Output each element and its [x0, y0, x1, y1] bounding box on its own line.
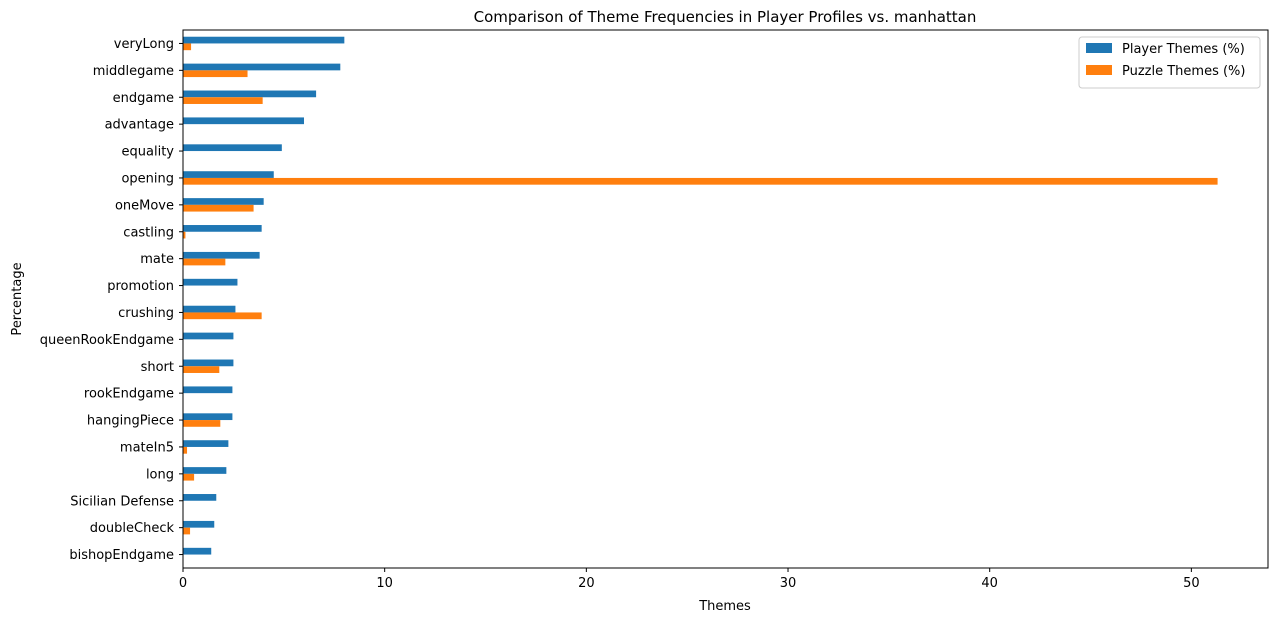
plot-frame	[182, 29, 1269, 569]
y-tick-label: short	[141, 360, 174, 375]
legend-frame	[1078, 36, 1261, 89]
x-tick-label: 10	[376, 576, 393, 591]
y-tick-label: bishopEndgame	[69, 548, 174, 563]
puzzle-bar-12	[183, 366, 220, 373]
legend-label-puzzle: Puzzle Themes (%)	[1122, 64, 1245, 79]
legend-label-player: Player Themes (%)	[1122, 42, 1245, 57]
x-axis-label: Themes	[698, 599, 751, 614]
puzzle-bar-2	[183, 97, 263, 104]
puzzle-bar-1	[183, 70, 248, 78]
puzzle-bar-16	[183, 473, 195, 481]
player-bar-15	[183, 440, 229, 447]
player-bar-10	[183, 305, 236, 313]
player-bar-13	[183, 386, 233, 394]
player-bar-2	[183, 90, 317, 98]
chart-title: Comparison of Theme Frequencies in Playe…	[474, 8, 977, 26]
x-tick-label: 40	[981, 576, 998, 591]
y-tick-label: long	[146, 467, 174, 482]
player-bar-16	[183, 467, 227, 474]
puzzle-bar-18	[183, 527, 191, 535]
player-bar-5	[183, 171, 274, 178]
player-bar-0	[183, 36, 345, 44]
puzzle-bar-0	[183, 43, 192, 51]
y-tick-label: queenRookEndgame	[40, 333, 174, 348]
player-bar-7	[183, 225, 262, 232]
puzzle-bar-5	[183, 177, 1218, 185]
y-tick-label: Sicilian Defense	[70, 494, 174, 509]
y-tick-label: equality	[122, 145, 175, 160]
x-tick-labels: 0 10 20 30 40 50	[179, 568, 1200, 591]
y-tick-label: mateIn5	[120, 440, 174, 455]
player-bar-11	[183, 332, 234, 340]
y-tick-labels: veryLong middlegame endgame advantage equali…	[40, 37, 183, 563]
bars-group	[183, 36, 1218, 555]
puzzle-bar-8	[183, 258, 226, 266]
y-tick-label: veryLong	[114, 37, 174, 52]
player-bar-9	[183, 278, 238, 286]
x-tick-label: 0	[179, 576, 187, 591]
player-bar-14	[183, 413, 233, 421]
puzzle-bar-7	[183, 231, 186, 239]
puzzle-bar-6	[183, 204, 254, 212]
y-tick-label: promotion	[107, 279, 174, 294]
y-tick-label: mate	[140, 252, 174, 267]
y-tick-label: endgame	[113, 91, 174, 106]
legend-swatch-player	[1086, 43, 1112, 53]
y-axis-label: Percentage	[10, 262, 25, 335]
y-tick-label: advantage	[105, 118, 174, 133]
y-tick-label: opening	[121, 171, 174, 186]
y-tick-label: middlegame	[93, 64, 174, 79]
player-bar-1	[183, 63, 341, 71]
y-tick-label: castling	[123, 225, 174, 240]
legend: Player Themes (%) Puzzle Themes (%)	[1078, 36, 1261, 89]
player-bar-4	[183, 144, 282, 152]
puzzle-bar-14	[183, 420, 221, 427]
puzzle-bar-10	[183, 312, 262, 320]
player-bar-8	[183, 251, 260, 259]
y-tick-label: crushing	[118, 306, 174, 321]
x-tick-label: 30	[780, 576, 797, 591]
y-tick-label: oneMove	[115, 198, 174, 213]
y-tick-label: hangingPiece	[87, 414, 174, 429]
player-bar-18	[183, 520, 215, 528]
player-bar-6	[183, 198, 264, 205]
y-tick-label: doubleCheck	[90, 521, 175, 536]
player-bar-12	[183, 359, 234, 367]
y-tick-label: rookEndgame	[84, 387, 174, 402]
legend-swatch-puzzle	[1086, 65, 1112, 75]
x-tick-label: 50	[1183, 576, 1200, 591]
x-tick-label: 20	[578, 576, 595, 591]
player-bar-3	[183, 117, 305, 125]
player-bar-17	[183, 494, 217, 501]
player-bar-19	[183, 547, 212, 555]
puzzle-bar-15	[183, 446, 188, 454]
